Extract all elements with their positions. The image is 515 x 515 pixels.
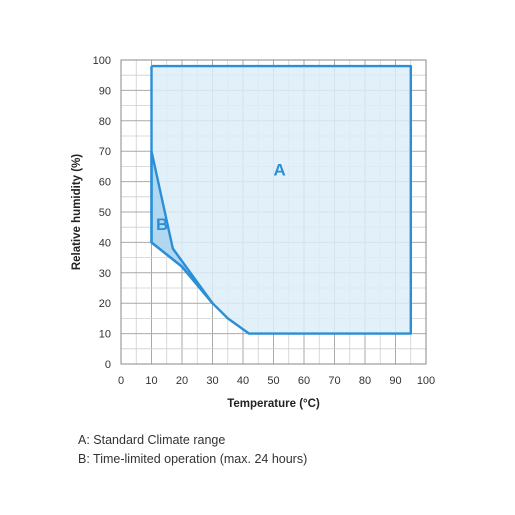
x-tick-label: 20: [176, 375, 188, 387]
y-tick-label: 80: [99, 116, 111, 128]
y-tick-label: 90: [99, 85, 111, 97]
y-tick-label: 60: [99, 177, 111, 189]
x-tick-label: 80: [359, 375, 371, 387]
region-label-a: A: [273, 161, 285, 180]
x-tick-label: 100: [417, 375, 435, 387]
y-tick-label: 70: [99, 146, 111, 158]
region-areas: [150, 64, 412, 335]
x-tick-label: 0: [118, 375, 124, 387]
legend-line-b: B: Time-limited operation (max. 24 hours…: [78, 452, 308, 466]
x-tick-label: 40: [237, 375, 249, 387]
region-b-fill: [151, 151, 213, 304]
x-axis-title: Temperature (°C): [227, 398, 320, 410]
y-tick-label: 0: [105, 359, 111, 371]
region-label-b: B: [156, 215, 168, 234]
x-tick-label: 50: [267, 375, 279, 387]
y-tick-label: 10: [99, 329, 111, 341]
labels: AB: [156, 161, 286, 235]
region-b-outline: [150, 150, 214, 305]
x-tick-label: 10: [145, 375, 157, 387]
axes: 0 10 20 30 40 50 60 70 80 90 100 0 10 20 30 40 50 60 70 80 9…: [71, 55, 435, 410]
region-a-fill: [151, 66, 411, 334]
legend-line-a: A: Standard Climate range: [78, 433, 226, 447]
x-tick-label: 90: [389, 375, 401, 387]
plot-frame: [120, 59, 427, 365]
y-tick-label: 100: [93, 55, 111, 67]
y-tick-label: 20: [99, 298, 111, 310]
y-tick-label: 50: [99, 207, 111, 219]
y-tick-label: 30: [99, 268, 111, 280]
y-axis-title: Relative humidity (%): [71, 154, 83, 270]
y-tick-label: 40: [99, 237, 111, 249]
x-tick-label: 60: [298, 375, 310, 387]
x-tick-label: 30: [206, 375, 218, 387]
x-tick-label: 70: [328, 375, 340, 387]
